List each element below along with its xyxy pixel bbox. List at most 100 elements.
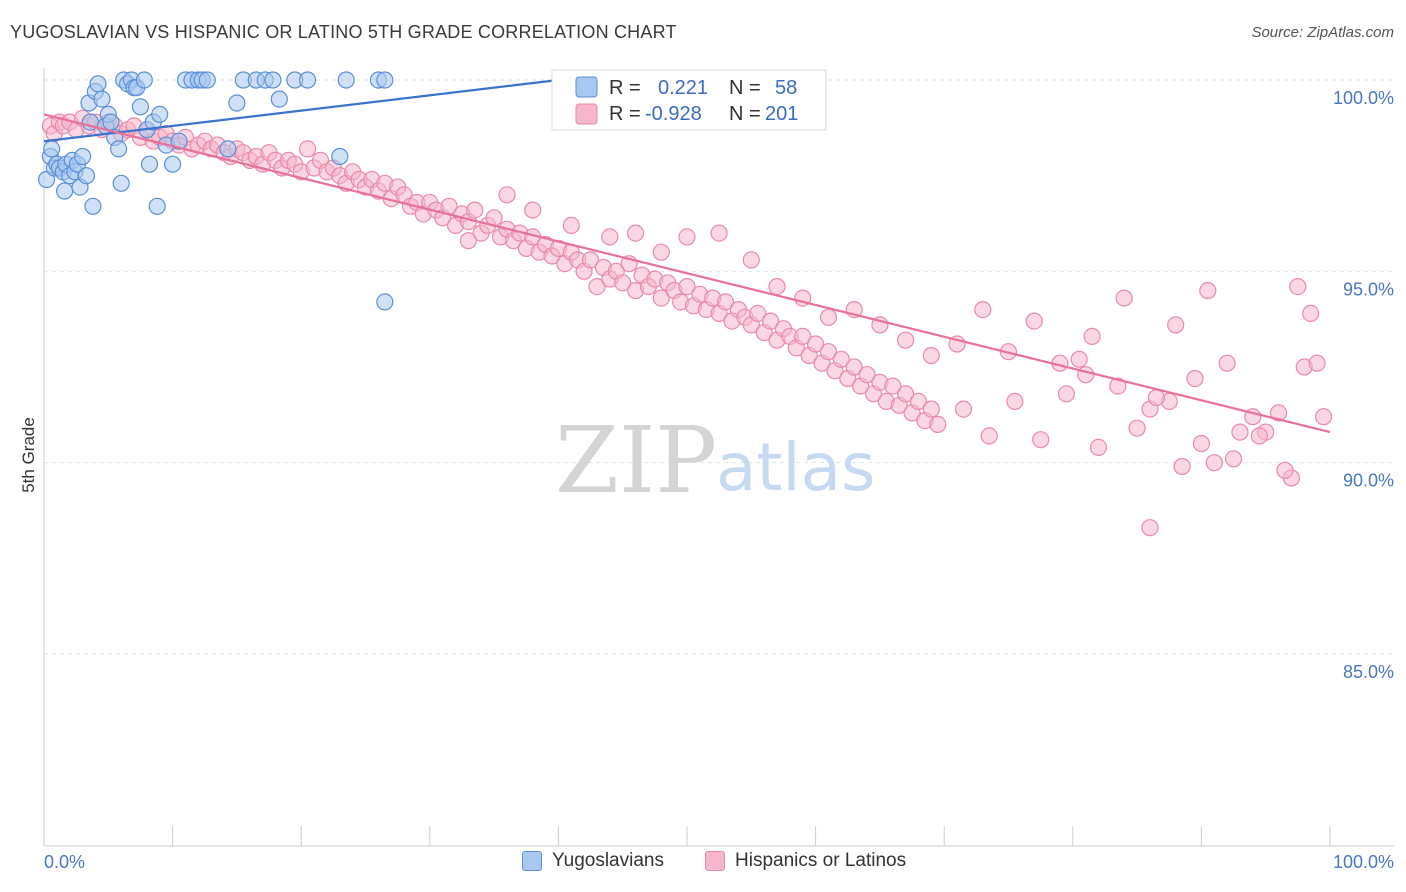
hispanic-point [524,201,542,219]
hispanic-point [1205,454,1223,472]
y-tick-label: 95.0% [1343,279,1394,299]
hispanic-point [652,289,670,307]
yugoslavian-point [140,155,159,173]
yugoslavian-point [337,71,355,89]
legend-r-value-1: 0.221 [658,77,708,99]
hispanic-point [1302,304,1320,322]
yugoslavian-point [148,197,166,215]
legend-swatch-blue [522,851,542,871]
legend-n-value-1: 58 [775,77,797,99]
yugoslavian-point [131,98,149,116]
hispanic-point [1167,316,1185,334]
yugoslavian-point [73,147,92,166]
hispanic-trend-line [43,113,1331,434]
series-legend: Yugoslavians Hispanics or Latinos [0,850,1406,880]
axes-layer [43,68,1394,847]
hispanic-point [806,335,825,353]
hispanic-point [1115,289,1133,307]
hispanic-point [1128,419,1146,437]
hispanic-point [884,377,902,395]
trend-layer [43,78,1331,434]
hispanic-point [1141,519,1159,537]
hispanic-point [845,358,863,376]
yugoslavian-point [84,197,102,215]
hispanic-point [678,278,696,296]
legend-item-hispanics[interactable]: Hispanics or Latinos [705,850,906,872]
hispanic-point [896,331,915,349]
yugoslavian-point [164,155,182,173]
hispanic-point [1308,354,1326,372]
hispanic-point [980,427,998,445]
legend-n-label-2: N = [729,103,761,125]
hispanic-point [581,251,600,269]
hispanic-point [1083,327,1101,345]
hispanic-point [922,400,940,418]
legend-item-yugoslavians[interactable]: Yugoslavians [522,850,664,872]
hispanic-point [974,301,992,319]
legend-label-hispanics: Hispanics or Latinos [735,850,907,871]
legend-r-value-2: -0.928 [645,103,702,125]
hispanic-point [1173,457,1191,476]
hispanic-point [954,400,973,418]
hispanic-point [749,304,767,322]
hispanic-point [1289,278,1307,296]
hispanic-point [1077,366,1095,384]
hispanic-point [742,251,760,269]
legend-swatch-yugoslavians [575,76,598,98]
yugoslavian-point [55,182,74,200]
hispanic-point [652,243,670,261]
yugoslavian-point [331,147,349,166]
hispanic-point [922,346,940,365]
yugoslavian-point [93,90,111,108]
hispanic-point [858,366,876,384]
hispanic-point [1006,392,1024,410]
hispanic-point [678,228,696,246]
yugoslavian-point [228,94,246,112]
yugoslavian-point [151,105,169,124]
yugoslavian-point [299,71,317,89]
hispanic-point [299,140,317,158]
hispanic-point [498,186,516,204]
hispanic-point [1109,377,1127,395]
hispanic-point [768,278,786,296]
hispanic-point [459,232,477,250]
hispanic-point [832,350,850,368]
legend-r-label-2: R = [609,103,641,125]
hispanic-point [601,228,619,246]
hispanic-point [716,293,735,311]
yugoslavian-point [219,140,237,158]
legend-n-value-2: 201 [765,103,798,125]
yugoslavian-point [89,75,107,93]
watermark-atlas: atlas [716,429,876,506]
hispanic-point [562,216,580,234]
hispanic-point [896,385,915,403]
y-tick-label: 85.0% [1343,662,1394,682]
hispanic-point [761,312,780,330]
hispanic-point [1089,438,1108,456]
hispanic-point [1186,369,1204,388]
yugoslavian-point [135,71,153,89]
x-tick-label-max: 100.0% [1333,852,1394,872]
hispanic-point [1070,350,1088,368]
hispanic-point [1276,461,1294,479]
hispanic-point [1218,354,1236,372]
yugoslavian-point [198,71,216,89]
source-label: Source: ZipAtlas.com [1251,24,1394,41]
x-tick-label-min: 0.0% [44,852,85,872]
yugoslavian-point [77,167,96,185]
legend-r-label-1: R = [609,77,641,99]
hispanic-point [819,308,838,326]
y-axis-label: 5th Grade [19,417,38,493]
hispanic-point [929,415,947,433]
hispanic-point [710,224,728,242]
hispanic-point [1231,423,1249,441]
legend-swatch-pink [705,851,725,871]
hispanic-point [1269,404,1288,422]
hispanic-point [1032,431,1050,449]
yugoslavian-point [112,174,130,192]
hispanic-point [614,274,632,292]
correlation-legend: R = 0.221 N = 58 R = -0.928 N = 201 [551,69,827,131]
hispanic-point [626,224,645,242]
y-tick-label: 90.0% [1343,471,1394,491]
